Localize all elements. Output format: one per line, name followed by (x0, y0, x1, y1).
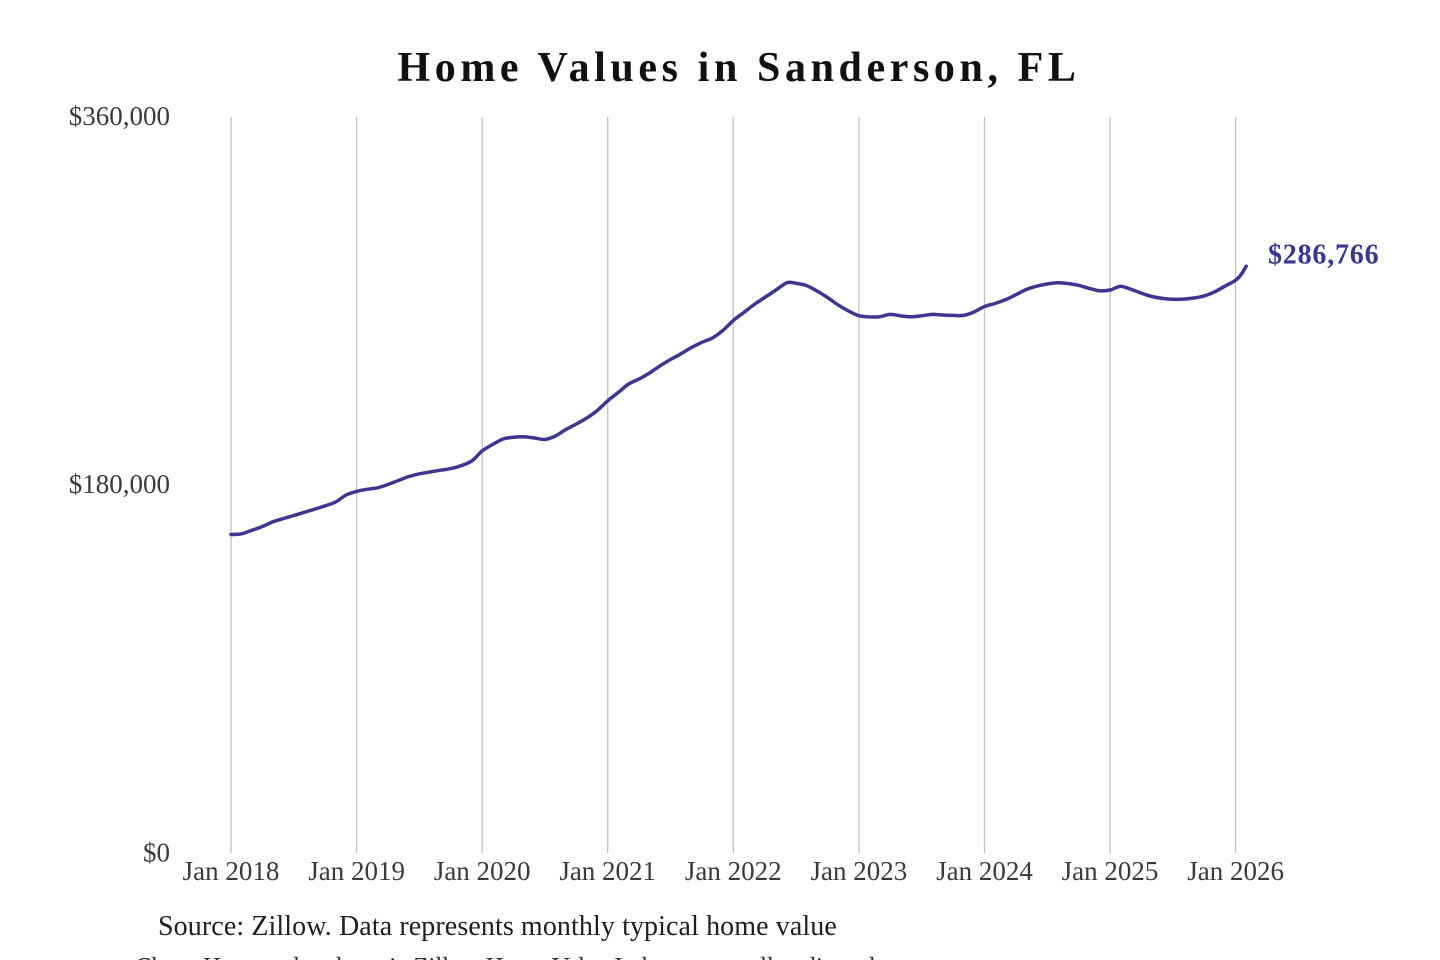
svg-text:Jan 2021: Jan 2021 (559, 856, 656, 886)
svg-text:$360,000: $360,000 (69, 101, 170, 131)
svg-text:Jan 2025: Jan 2025 (1062, 856, 1159, 886)
svg-text:Home Values in Sanderson, FL: Home Values in Sanderson, FL (397, 45, 1080, 91)
svg-text:Source: Zillow. Data represent: Source: Zillow. Data represents monthly … (158, 911, 837, 942)
svg-text:$180,000: $180,000 (69, 469, 170, 499)
svg-text:Jan 2026: Jan 2026 (1187, 856, 1284, 886)
svg-text:Jan 2020: Jan 2020 (434, 856, 531, 886)
svg-text:$286,766: $286,766 (1268, 240, 1379, 271)
svg-text:Jan 2018: Jan 2018 (183, 856, 280, 886)
svg-text:Jan 2022: Jan 2022 (685, 856, 782, 886)
svg-text:Jan 2019: Jan 2019 (308, 856, 405, 886)
svg-text:Jan 2023: Jan 2023 (811, 856, 908, 886)
svg-text:$0: $0 (143, 838, 170, 868)
svg-text:Jan 2024: Jan 2024 (936, 856, 1033, 886)
svg-text:Chart: Home value data via Zil: Chart: Home value data via Zillow Home V… (135, 952, 875, 960)
